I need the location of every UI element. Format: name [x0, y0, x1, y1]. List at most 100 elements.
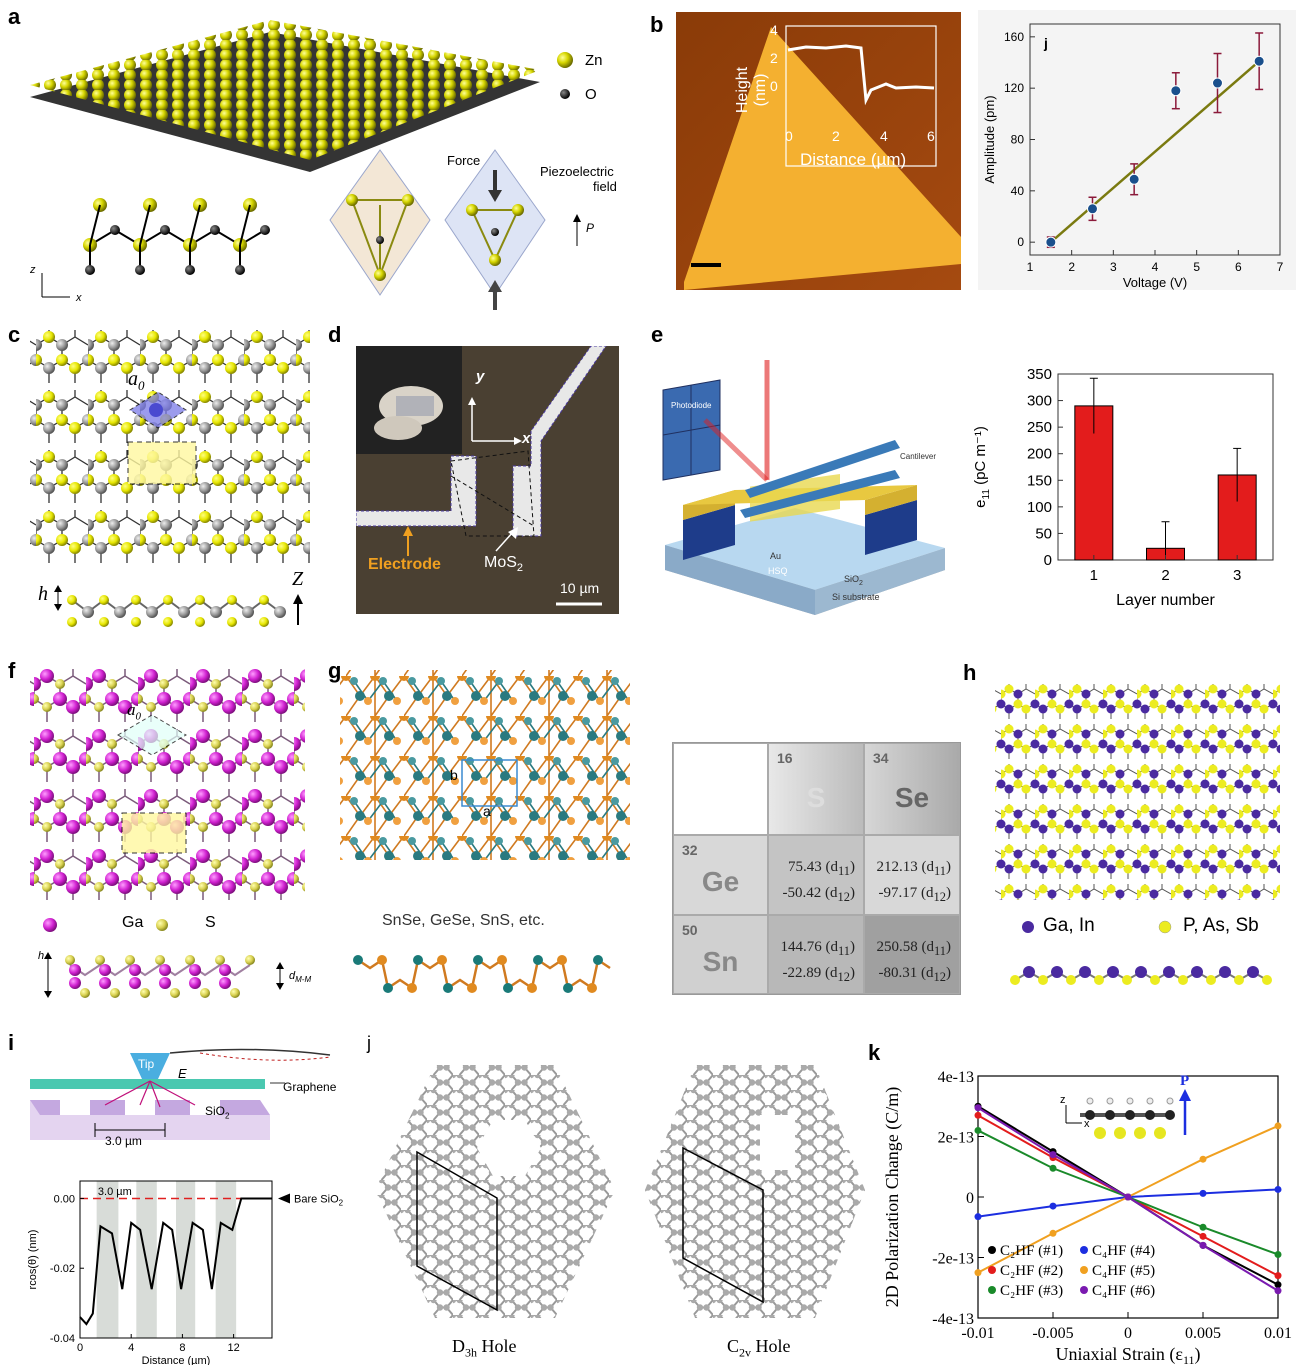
panel-e-pfm-schematic — [662, 360, 945, 615]
series-point — [1049, 1151, 1057, 1159]
legend-label: C₄HF (#6) — [1092, 1283, 1155, 1299]
xtick-label: 12 — [227, 1342, 239, 1354]
sn-atomic-number: 50 — [682, 922, 698, 938]
panel-d-device-photo — [356, 346, 619, 614]
table-cell-gese: 212.13 (d11) -97.17 (d12) — [864, 835, 960, 915]
inset-ytick-1: 2 — [770, 50, 778, 66]
xtick-label: 0.005 — [1185, 1325, 1221, 1342]
fluorine-atom — [1094, 1127, 1106, 1139]
axis-x-label: x — [75, 292, 82, 304]
legend-label: C₂HF (#1) — [1000, 1243, 1063, 1259]
hsq-layer — [683, 505, 735, 560]
series-point — [1199, 1241, 1207, 1249]
data-point — [1253, 55, 1265, 67]
cantilever-label: Cantilever — [900, 452, 937, 461]
series-point — [1199, 1155, 1207, 1163]
unit-cell-rhombus-f — [117, 714, 187, 756]
xtick-label: -0.01 — [961, 1325, 994, 1342]
piezo-field-label-2: field — [593, 179, 617, 194]
panel-label-a: a — [8, 4, 21, 29]
xtick-label: 2 — [1161, 567, 1169, 584]
panel-j-graphene-holes — [375, 1065, 865, 1318]
polarization-arrowhead — [1179, 1089, 1191, 1101]
series-point — [1199, 1223, 1207, 1231]
rectangular-cell-f — [121, 812, 187, 854]
panel-label-c: c — [8, 322, 21, 347]
zx-axes-icon — [41, 273, 70, 298]
ytick-label: 100 — [1027, 499, 1052, 516]
rcos-trace — [79, 1197, 272, 1326]
panel-e-e11-bar-chart: 0 50 100 150 200 250 300 350 1 2 3 Layer number e11 … — [972, 366, 1274, 609]
snse-caption: SnSe, GeSe, SnS, etc. — [382, 912, 545, 929]
data-point — [1170, 85, 1182, 97]
ytick-label: 350 — [1027, 366, 1052, 383]
xtick-label: 4 — [1152, 260, 1159, 274]
xtick-label: 2 — [1068, 260, 1075, 274]
xtick-label: 3 — [1110, 260, 1117, 274]
snse-side-view — [353, 955, 611, 993]
ytick-label: 150 — [1027, 472, 1052, 489]
ge-symbol: Ge — [701, 866, 740, 897]
tetrahedron-strained — [444, 149, 546, 310]
au-label: Au — [770, 551, 782, 561]
z-label-c: Z — [292, 568, 304, 590]
series-point — [1049, 1202, 1057, 1210]
polarization-label: P — [586, 221, 594, 235]
xtick-label: 0.01 — [1264, 1325, 1292, 1342]
legend-label: C₂HF (#2) — [1000, 1263, 1063, 1279]
series-point — [974, 1111, 982, 1119]
s-legend-label: S — [205, 914, 216, 931]
polarization-label: P — [1180, 1073, 1189, 1089]
table-col-s: 16 S — [768, 743, 864, 835]
hydrogen-atom — [1126, 1097, 1134, 1105]
cell-a-label: a — [483, 803, 491, 819]
snse-unit-cell — [461, 759, 518, 807]
sio2-label: SiO2 — [844, 574, 863, 587]
panel-label-h: h — [963, 660, 977, 685]
panel-f-gas-lattice — [30, 665, 305, 998]
hydrogen-atom — [1166, 1097, 1174, 1105]
data-point — [1087, 203, 1098, 215]
height-profile-line — [787, 44, 935, 106]
xtick-label: 6 — [1235, 260, 1242, 274]
force-label: Force — [447, 153, 480, 168]
zno-side-view — [83, 198, 270, 275]
inset-xtick-0: 0 — [785, 128, 793, 144]
x-axis-label: x — [1084, 1118, 1090, 1130]
panel-label-f: f — [8, 658, 16, 683]
ytick-label: 0 — [1044, 552, 1052, 569]
series-point — [974, 1126, 982, 1134]
xtick-label: 3 — [1233, 567, 1241, 584]
ytick-label: 300 — [1027, 393, 1052, 410]
e-field-label: E — [178, 1066, 187, 1081]
sio2-band — [96, 1181, 119, 1338]
y-axis-title: e11 (pC m⁻¹) — [972, 426, 992, 508]
series-point — [1049, 1229, 1057, 1237]
data-point — [1212, 77, 1223, 89]
z-axis-label: z — [1060, 1094, 1066, 1106]
xtick-label: 8 — [179, 1342, 185, 1354]
series-point — [1199, 1232, 1207, 1240]
hydrogen-atom — [1106, 1097, 1114, 1105]
se-symbol: Se — [894, 782, 930, 813]
ytick-label: 250 — [1027, 419, 1052, 436]
legend-label: C₂HF (#3) — [1000, 1283, 1063, 1299]
piezo-coefficient-table: 16 S 34 Se 32 Ge 50 Sn 75.43 (d11) -50.42… — [672, 742, 961, 995]
legend-label: C₄HF (#5) — [1092, 1263, 1155, 1279]
rectangular-cell — [127, 441, 197, 485]
d3h-hole-label: D3h Hole — [452, 1336, 517, 1360]
bare-sio2-label: Bare SiO2 — [294, 1193, 344, 1207]
series-point — [1274, 1272, 1282, 1280]
series-point — [1274, 1287, 1282, 1295]
y-axis-title: rcos(θ) (nm) — [27, 1230, 39, 1290]
electrode-left — [356, 455, 477, 527]
iii-v-side-view — [1010, 966, 1272, 985]
y-axis-label-d: y — [476, 368, 485, 385]
ytick-label: 0.00 — [54, 1193, 75, 1205]
s-atomic-number: 16 — [777, 750, 793, 766]
a0-label-f: a0 — [127, 700, 141, 723]
bare-sio2-arrow — [278, 1193, 290, 1204]
panel-label-d: d — [328, 322, 342, 347]
xtick-label: 1 — [1090, 567, 1098, 584]
xtick-label: 0 — [1124, 1325, 1132, 1342]
